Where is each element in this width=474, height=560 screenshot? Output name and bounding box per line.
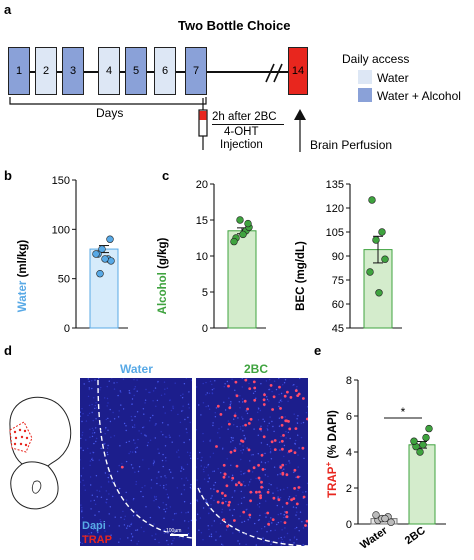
chart-b-tick-label-1: 50 [58,274,70,286]
chart-e-tick-label-0: 0 [346,519,352,531]
chart-b-point-0-2 [98,245,106,253]
chart-e-point-1-3 [425,424,433,433]
chart-e-point-0-5 [381,514,389,523]
chart-c2-point-0-5 [375,289,383,297]
chart-trap-ylabel: TRAP+ (% DAPI) [324,410,339,498]
legend-swatch-alcohol [358,88,372,102]
day-box-4: 4 [98,47,120,95]
chart-alcohol: 0 5 10 15 20 Alcohol (g/kg) [157,179,266,335]
chart-c2-point-0-2 [372,236,380,244]
chart-c1-tick-label-4: 20 [196,179,208,191]
days-label: Days [96,106,124,120]
chart-e-point-1-4 [410,437,418,445]
legend-swatch-water [358,70,372,84]
scale-bar-label: 100µm [166,528,182,534]
syringe-icon [198,98,208,150]
panel-e-label: e [314,343,322,358]
chart-c2-tick-label-2: 75 [332,275,344,287]
chart-e-point-1-2 [416,448,424,456]
chart-b-tick-label-0: 0 [64,323,70,335]
chart-c1-tick-label-3: 15 [196,215,208,227]
chart-bec-ylabel: BEC (mg/dL) [295,241,307,311]
brain-schematic-icon [9,396,72,510]
trap-label: TRAP [82,534,112,546]
legend-label-alcohol: Water + Alcohol [377,89,461,103]
perfusion-arrow-icon [294,109,306,152]
chart-b-point-0-7 [96,270,104,278]
chart-water-ylabel: Water (ml/kg) [17,240,29,313]
day-box-6: 6 [154,47,176,95]
days-bracket [9,97,207,105]
chart-c1-tick-label-0: 0 [202,323,208,335]
day-box-5: 5 [125,47,147,95]
chart-e-tick-label-4: 8 [346,375,352,387]
injection-line-3: Injection [220,139,263,151]
chart-bec: 45 60 75 90 105 120 135 BEC (mg/dL) [295,179,402,335]
chart-e-cat-label-0: Water [358,524,390,552]
panel-b-label: b [4,168,12,183]
significance-star: * [401,405,406,419]
chart-c2-tick-label-6: 135 [326,179,344,191]
chart-c1-point-0-2 [236,216,244,224]
perfusion-label: Brain Perfusion [310,138,393,152]
panel-d-label: d [4,343,12,358]
chart-c1-bar-0 [227,230,257,329]
chart-b-point-0-5 [101,255,109,263]
chart-c1-tick-label-1: 5 [202,287,208,299]
chart-e-point-1-1 [422,433,430,442]
chart-e-bar-1 [408,444,436,525]
chart-c1-point-0-4 [230,237,238,246]
day-box-3: 3 [62,47,84,95]
timeline-break [265,63,283,83]
chart-e-point-0-4 [372,511,380,519]
chart-c2-tick-label-3: 90 [332,251,344,263]
day-box-14: 14 [288,47,308,95]
micrograph-water [80,378,192,546]
chart-e-tick-label-2: 4 [346,447,352,459]
day-box-1: 1 [8,47,30,95]
panel-a-title: Two Bottle Choice [178,18,291,33]
injection-line-1: 2h after 2BC [212,111,277,123]
chart-c2-point-0-1 [378,228,386,236]
injection-divider [212,124,284,125]
chart-b-point-0-4 [92,250,100,258]
chart-e-tick-label-1: 2 [346,483,352,495]
legend-title: Daily access [342,52,410,66]
chart-c2-point-0-4 [366,268,374,276]
micrograph-water-title: Water [120,362,153,376]
chart-trap: 0 2 4 6 8 Water 2BC * TRAP+ (% DAPI) [324,375,446,552]
chart-c1-tick-label-2: 10 [196,251,208,263]
chart-c2-tick-label-5: 120 [326,203,344,215]
dapi-label: Dapi [82,520,106,532]
chart-e-cat-label-1: 2BC [403,525,428,547]
chart-alcohol-ylabel: Alcohol (g/kg) [157,237,169,314]
micrograph-2bc-title: 2BC [244,362,269,376]
chart-e-point-0-3 [387,518,395,526]
chart-c2-tick-label-1: 60 [332,299,344,311]
chart-e-point-1-5 [419,441,427,449]
chart-c1-point-0-6 [244,219,252,228]
panel-a-label: a [4,2,12,17]
chart-c1-point-0-5 [239,230,247,239]
chart-water: 0 50 100 150 Water (ml/kg) [17,176,128,335]
chart-c2-point-0-3 [381,255,389,263]
chart-c2-tick-label-0: 45 [332,323,344,335]
chart-b-tick-label-3: 150 [52,176,70,187]
panel-c-label: c [162,168,170,183]
chart-c2-tick-label-4: 105 [326,227,344,239]
day-box-7: 7 [185,47,207,95]
injection-line-2: 4-OHT [224,126,259,138]
chart-b-point-0-6 [106,235,114,243]
day-box-2: 2 [35,47,57,95]
chart-e-tick-label-3: 6 [346,411,352,423]
scale-bar [170,534,188,536]
chart-b-tick-label-2: 100 [52,224,70,236]
micrograph-2bc [196,378,308,546]
legend-label-water: Water [377,71,409,85]
chart-c2-point-0-0 [368,196,376,204]
